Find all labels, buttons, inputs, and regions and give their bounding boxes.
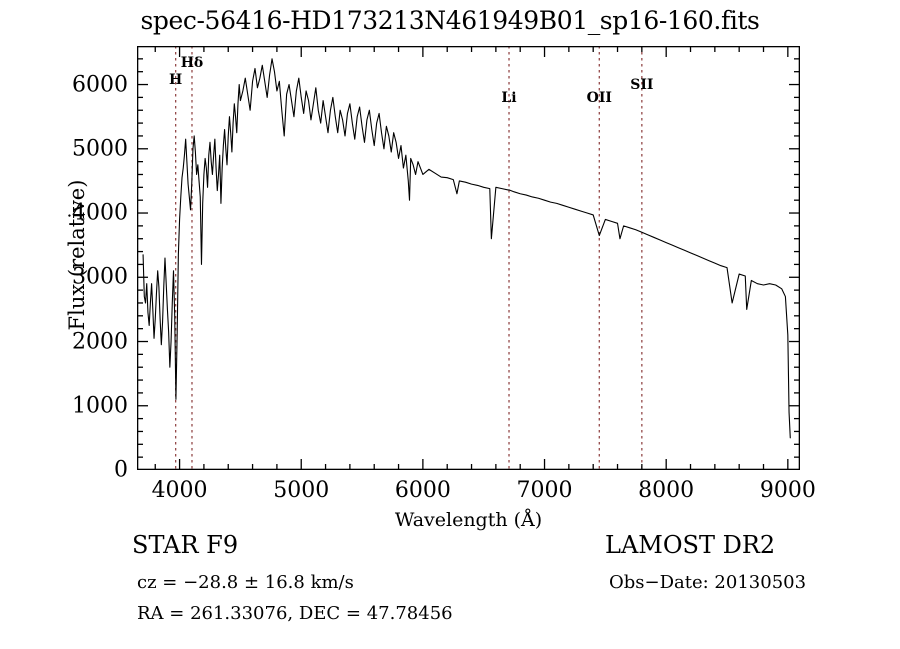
y-tick-5000: 5000	[72, 136, 128, 162]
survey-label: LAMOST DR2	[605, 531, 776, 559]
marker-label-OII: OII	[586, 90, 612, 106]
marker-label-H: Hδ	[180, 55, 204, 71]
x-tick-7000: 7000	[516, 478, 573, 503]
marker-label-H: H	[169, 72, 183, 88]
marker-label-SII: SII	[630, 77, 654, 93]
axis-ticks	[137, 46, 800, 470]
page-title: spec-56416-HD173213N461949B01_sp16-160.f…	[140, 6, 760, 35]
x-tick-6000: 6000	[394, 478, 451, 503]
y-tick-4000: 4000	[72, 200, 128, 226]
star-type-label: STAR F9	[132, 531, 239, 559]
y-tick-1000: 1000	[72, 393, 128, 419]
y-tick-2000: 2000	[72, 329, 128, 354]
redshift-velocity-label: cz = −28.8 ± 16.8 km/s	[137, 572, 354, 593]
obs-date-label: Obs−Date: 20130503	[609, 572, 807, 593]
marker-lines	[175, 46, 643, 470]
plot-frame	[137, 46, 800, 470]
y-axis-title: Flux (relative)	[65, 179, 89, 331]
x-tick-9000: 9000	[759, 478, 816, 503]
y-tick-3000: 3000	[72, 264, 128, 290]
spectrum-curve	[142, 58, 791, 439]
x-tick-8000: 8000	[638, 478, 695, 503]
marker-label-Li: Li	[501, 90, 517, 106]
x-tick-5000: 5000	[273, 478, 330, 503]
chart-plot-area	[137, 46, 800, 470]
y-tick-6000: 6000	[72, 72, 128, 98]
spectrum-svg	[137, 46, 800, 470]
coordinates-label: RA = 261.33076, DEC = 47.78456	[137, 603, 453, 624]
x-axis-title: Wavelength (Å)	[394, 509, 543, 531]
x-tick-4000: 4000	[151, 478, 208, 503]
y-tick-0: 0	[114, 457, 128, 483]
